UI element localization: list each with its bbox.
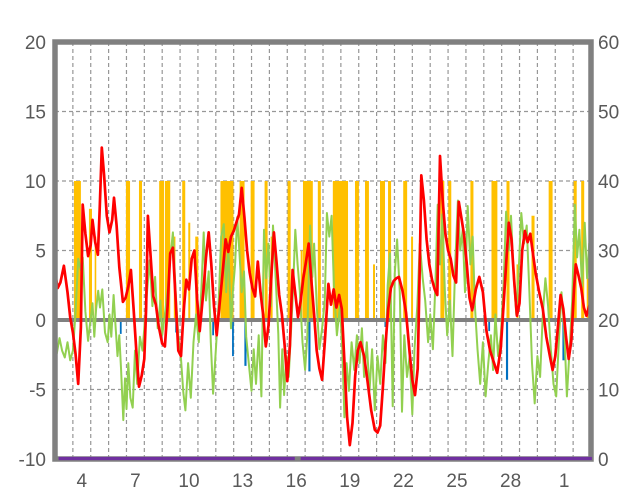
svg-text:-5: -5 xyxy=(29,381,46,402)
svg-text:5: 5 xyxy=(35,242,46,263)
svg-text:4: 4 xyxy=(77,471,88,492)
svg-text:50: 50 xyxy=(598,103,619,124)
green-line xyxy=(55,199,591,422)
svg-text:20: 20 xyxy=(25,33,46,54)
svg-text:10: 10 xyxy=(178,471,199,492)
svg-text:13: 13 xyxy=(232,471,253,492)
svg-text:25: 25 xyxy=(446,471,467,492)
svg-text:0: 0 xyxy=(35,311,46,332)
red-line xyxy=(55,146,591,447)
svg-text:19: 19 xyxy=(339,471,360,492)
svg-text:40: 40 xyxy=(598,172,619,193)
y-axis-left-labels: 20 15 10 5 0 -5 -10 xyxy=(19,33,46,471)
svg-text:20: 20 xyxy=(598,311,619,332)
svg-text:15: 15 xyxy=(25,103,46,124)
svg-text:28: 28 xyxy=(500,471,521,492)
svg-text:30: 30 xyxy=(598,242,619,263)
svg-text:10: 10 xyxy=(598,381,619,402)
svg-text:10: 10 xyxy=(25,172,46,193)
y-axis-right-labels: 60 50 40 30 20 10 0 xyxy=(598,33,619,471)
svg-text:60: 60 xyxy=(598,33,619,54)
svg-text:1: 1 xyxy=(559,471,570,492)
svg-text:22: 22 xyxy=(393,471,414,492)
svg-text:16: 16 xyxy=(286,471,307,492)
svg-text:7: 7 xyxy=(130,471,141,492)
svg-text:-10: -10 xyxy=(19,450,46,471)
svg-text:0: 0 xyxy=(598,450,609,471)
gridlines xyxy=(55,42,591,459)
x-axis-labels: 4 7 10 13 16 19 22 25 28 1 xyxy=(77,471,570,492)
